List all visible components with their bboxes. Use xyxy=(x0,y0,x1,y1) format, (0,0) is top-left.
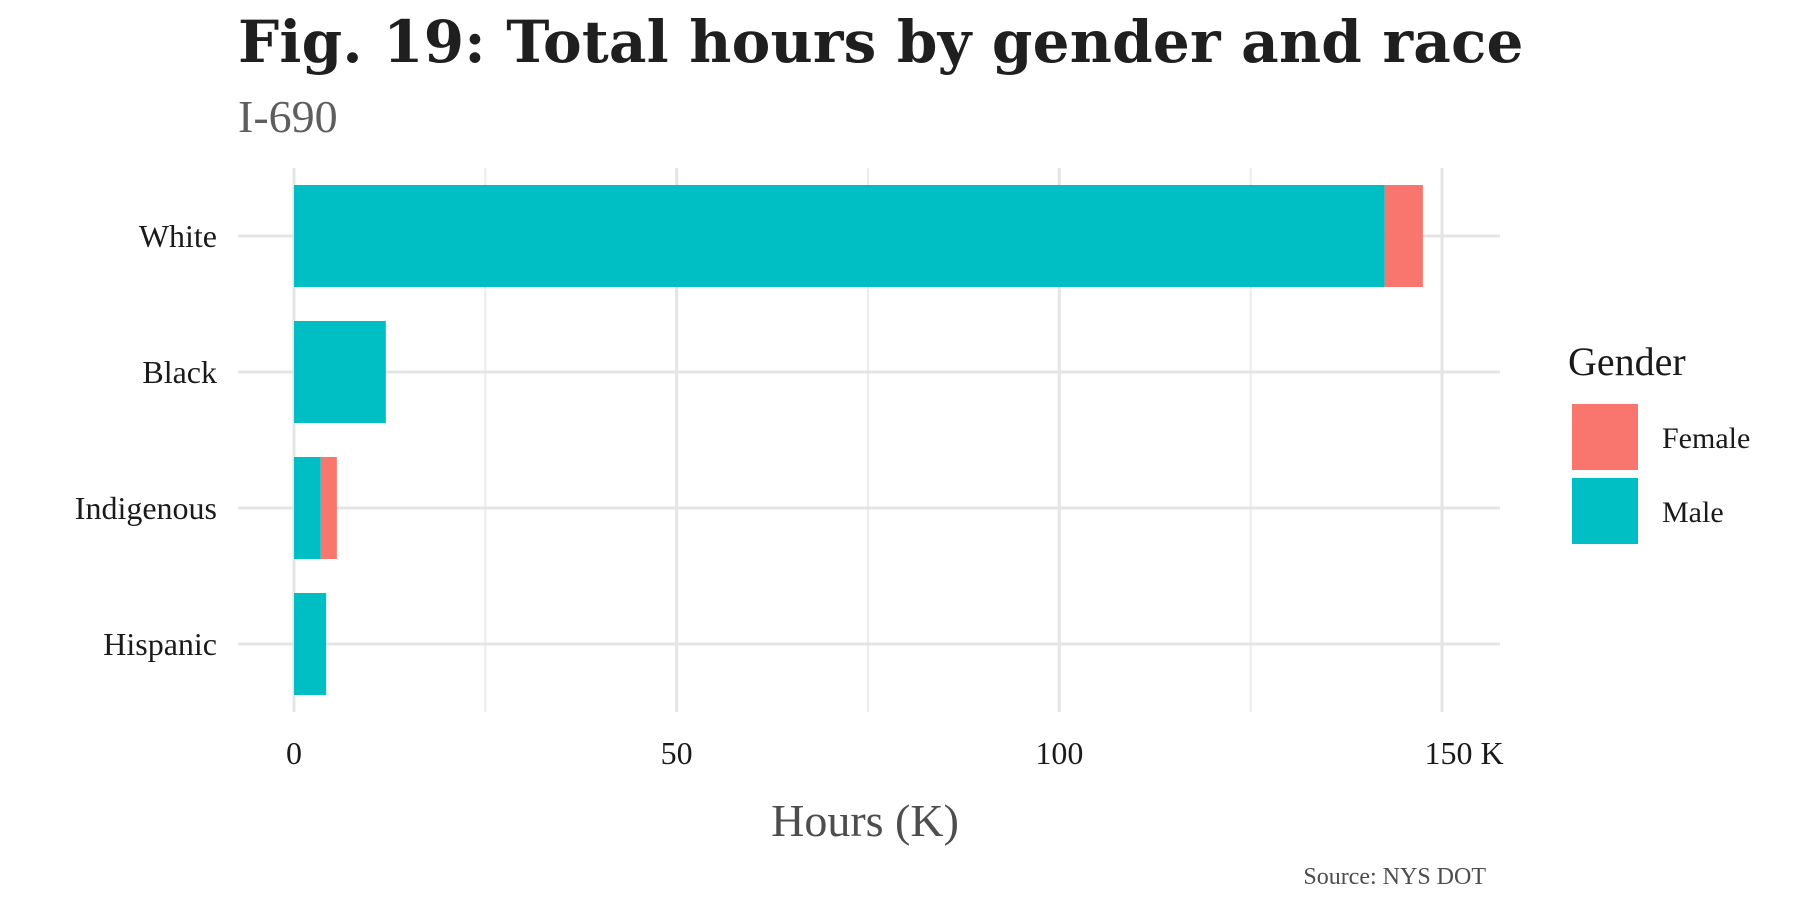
bar-black-male xyxy=(294,321,386,423)
y-tick-label: Indigenous xyxy=(75,490,217,526)
x-tick-labels: 0 50 100 150 K xyxy=(286,735,1504,771)
bar-white-female xyxy=(1384,185,1423,287)
chart-caption: Source: NYS DOT xyxy=(1303,864,1486,890)
legend-key-female xyxy=(1572,404,1638,470)
legend: Gender Female Male xyxy=(1568,339,1750,544)
legend-title: Gender xyxy=(1568,339,1686,384)
y-tick-label: Hispanic xyxy=(103,626,217,662)
chart-subtitle: I-690 xyxy=(238,91,338,142)
bars xyxy=(294,185,1423,695)
y-tick-labels: White Black Indigenous Hispanic xyxy=(75,218,217,662)
legend-key-male xyxy=(1572,478,1638,544)
x-tick-label: 50 xyxy=(661,735,693,771)
bar-indigenous-female xyxy=(320,457,337,559)
chart-title: Fig. 19: Total hours by gender and race xyxy=(238,8,1524,76)
bar-white-male xyxy=(294,185,1385,287)
y-tick-label: White xyxy=(139,218,217,254)
legend-entries: Female Male xyxy=(1572,404,1750,544)
bar-hispanic-male xyxy=(294,593,327,695)
y-tick-label: Black xyxy=(142,354,217,390)
legend-label-male: Male xyxy=(1662,496,1724,529)
legend-label-female: Female xyxy=(1662,422,1750,455)
x-tick-label: 150 K xyxy=(1424,735,1503,771)
bar-indigenous-male xyxy=(294,457,321,559)
x-tick-label: 0 xyxy=(286,735,302,771)
x-tick-label: 100 xyxy=(1035,735,1083,771)
x-axis-title: Hours (K) xyxy=(771,795,959,846)
